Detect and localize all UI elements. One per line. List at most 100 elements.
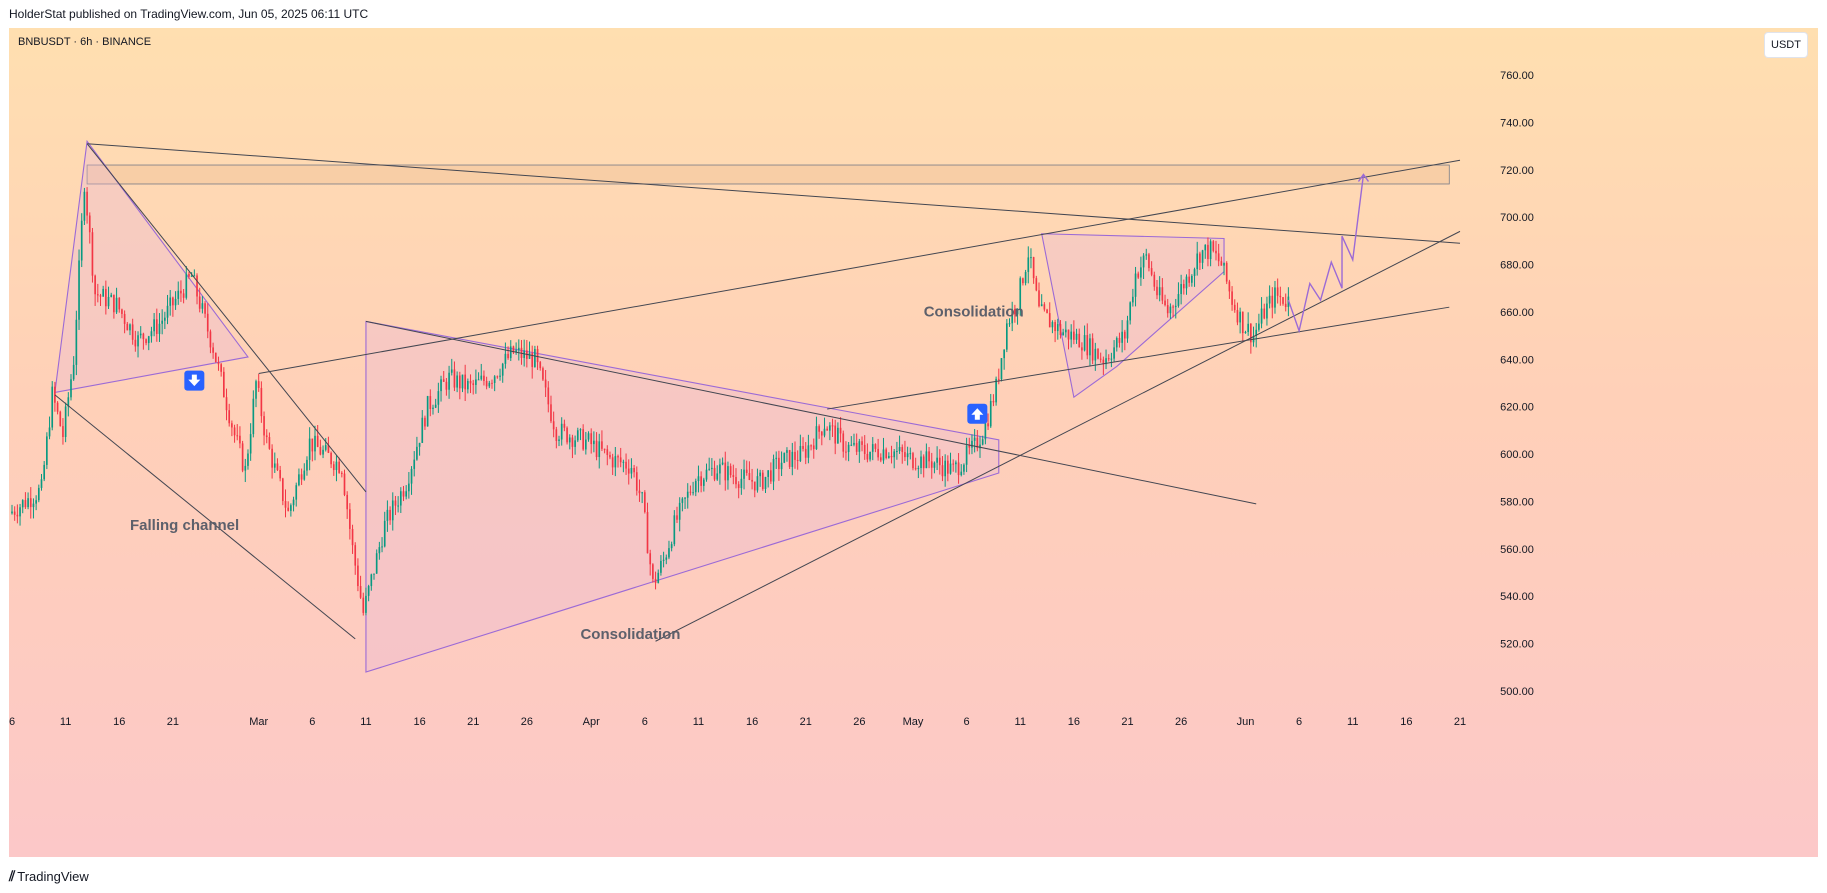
candle bbox=[1209, 239, 1212, 267]
candle bbox=[212, 342, 214, 359]
candle bbox=[952, 459, 955, 472]
candle-body bbox=[635, 472, 638, 491]
candle-body bbox=[268, 437, 271, 449]
candle bbox=[603, 448, 606, 454]
candle-body bbox=[947, 460, 949, 474]
candle-body bbox=[772, 458, 775, 482]
rising-support-1 bbox=[258, 159, 1461, 375]
candle bbox=[847, 441, 850, 462]
candle-body bbox=[676, 515, 678, 520]
candle-body bbox=[1174, 305, 1177, 308]
candle bbox=[1099, 352, 1102, 363]
candle bbox=[311, 438, 314, 462]
candle bbox=[617, 454, 619, 468]
candle bbox=[1030, 248, 1032, 269]
candle-body bbox=[1207, 244, 1209, 260]
candle-body bbox=[775, 457, 778, 459]
candle bbox=[72, 356, 75, 381]
candle-body bbox=[408, 483, 410, 492]
candle-body bbox=[957, 462, 960, 476]
candle bbox=[922, 454, 925, 478]
candle-body bbox=[177, 290, 180, 299]
candle bbox=[595, 432, 598, 461]
candle-body bbox=[24, 500, 27, 508]
candle bbox=[383, 511, 386, 548]
candle-body bbox=[279, 470, 281, 479]
candle bbox=[1239, 307, 1241, 334]
chart-area[interactable]: Falling channel Consolidation Consolidatio… bbox=[9, 28, 1818, 857]
candle-body bbox=[1016, 308, 1019, 315]
candle-body bbox=[732, 475, 735, 477]
x-tick-label: 16 bbox=[1068, 716, 1080, 728]
candle-body bbox=[180, 290, 182, 294]
candle bbox=[1115, 336, 1118, 352]
candle bbox=[1083, 325, 1086, 352]
candle-body bbox=[1153, 274, 1156, 287]
candle-body bbox=[1070, 331, 1073, 340]
candle-body bbox=[1182, 284, 1185, 289]
buy-arrow-icon bbox=[967, 403, 988, 424]
candle-body bbox=[1212, 241, 1215, 251]
candle-body bbox=[625, 461, 627, 469]
candle-body bbox=[756, 476, 759, 491]
candle-body bbox=[445, 381, 448, 390]
candle bbox=[1129, 301, 1132, 325]
candle bbox=[35, 495, 37, 511]
candle bbox=[1054, 319, 1056, 343]
y-tick-label: 700.00 bbox=[1500, 212, 1534, 224]
candle bbox=[657, 569, 660, 584]
candle bbox=[1276, 278, 1279, 304]
candle bbox=[716, 465, 719, 481]
candle-body bbox=[1014, 308, 1016, 315]
candle bbox=[1191, 274, 1193, 287]
candle-body bbox=[1279, 295, 1282, 298]
candle-body bbox=[51, 386, 54, 428]
candle bbox=[1196, 241, 1199, 276]
candle bbox=[928, 447, 930, 469]
candle bbox=[432, 404, 434, 415]
candle-body bbox=[483, 375, 485, 381]
candle bbox=[686, 483, 689, 509]
chart-canvas[interactable]: Falling channel Consolidation Consolidatio… bbox=[9, 28, 1818, 857]
candle-body bbox=[453, 369, 456, 388]
candle-body bbox=[609, 455, 611, 458]
candle bbox=[394, 495, 397, 516]
candle bbox=[206, 303, 209, 339]
candle-body bbox=[987, 423, 989, 427]
candle-body bbox=[673, 515, 676, 545]
candle bbox=[670, 541, 673, 552]
candle-body bbox=[702, 479, 705, 486]
candle bbox=[70, 374, 72, 401]
candle bbox=[1153, 271, 1156, 291]
candle-body bbox=[745, 469, 748, 474]
candle-body bbox=[1048, 313, 1051, 328]
candle bbox=[389, 506, 391, 525]
symbol-label[interactable]: BNBUSDT · 6h · BINANCE bbox=[18, 36, 152, 48]
candle-body bbox=[276, 463, 279, 471]
candle bbox=[231, 420, 233, 437]
y-tick-label: 740.00 bbox=[1500, 117, 1534, 129]
candle-body bbox=[542, 368, 544, 380]
candle bbox=[528, 341, 531, 359]
candle bbox=[193, 269, 196, 277]
candle-body bbox=[630, 467, 633, 474]
candle bbox=[196, 273, 198, 305]
candle bbox=[678, 497, 681, 532]
candle-body bbox=[308, 438, 311, 460]
candle bbox=[405, 485, 408, 500]
candle-body bbox=[1225, 262, 1228, 282]
candle-body bbox=[118, 297, 121, 310]
candle-body bbox=[587, 433, 590, 440]
candle-body bbox=[370, 574, 373, 587]
currency-badge[interactable]: USDT bbox=[1764, 32, 1808, 58]
x-tick-label: 11 bbox=[693, 716, 704, 728]
candle bbox=[78, 249, 80, 330]
tradingview-brand[interactable]: ⫽ TradingView bbox=[9, 868, 89, 885]
y-tick-label: 760.00 bbox=[1500, 70, 1534, 82]
candle bbox=[268, 432, 271, 450]
x-tick-label: 26 bbox=[521, 716, 533, 728]
candle bbox=[708, 457, 711, 471]
candle-body bbox=[558, 439, 560, 441]
candle-body bbox=[598, 441, 601, 458]
candle bbox=[547, 381, 550, 413]
